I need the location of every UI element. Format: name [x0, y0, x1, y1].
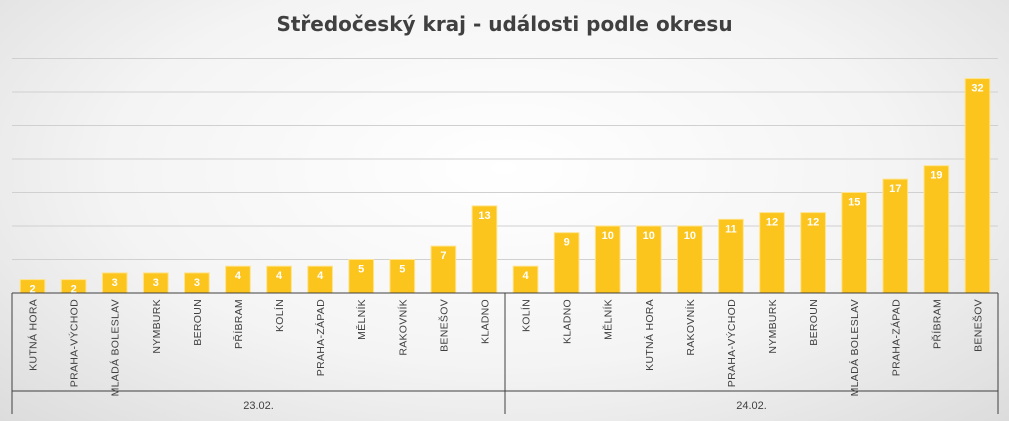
category-label: MĚLNÍK	[602, 299, 615, 340]
data-label: 15	[848, 197, 860, 209]
bar	[430, 245, 457, 294]
category-label: PRAHA-VÝCHOD	[68, 299, 81, 387]
category-label: NYMBURK	[151, 299, 163, 354]
category-label: KUTNÁ HORA	[27, 299, 40, 371]
category-label: KLADNO	[562, 299, 574, 344]
data-label: 12	[807, 217, 819, 229]
data-label: 9	[564, 237, 570, 249]
category-label: PŘÍBRAM	[232, 299, 245, 349]
bar	[841, 192, 868, 294]
bar	[348, 259, 375, 294]
bar	[225, 265, 251, 294]
data-label: 17	[889, 183, 901, 195]
bar	[718, 218, 744, 294]
category-label: MLADÁ BOLESLAV	[848, 299, 861, 396]
data-label: 4	[522, 270, 529, 282]
category-label: PRAHA-ZÁPAD	[314, 299, 327, 376]
bar	[923, 165, 950, 294]
data-label: 19	[930, 170, 942, 182]
data-label: 4	[235, 270, 242, 282]
category-label: KUTNÁ HORA	[643, 299, 656, 371]
data-label: 12	[766, 217, 778, 229]
data-label: 13	[478, 210, 490, 222]
category-label: PRAHA-ZÁPAD	[889, 299, 902, 376]
category-label: KLADNO	[479, 299, 491, 344]
bar	[759, 212, 785, 294]
bar	[964, 78, 991, 294]
category-label: KOLÍN	[273, 299, 286, 332]
bar	[471, 205, 498, 294]
data-label: 3	[153, 277, 159, 289]
data-label: 10	[643, 230, 655, 242]
category-label: NYMBURK	[767, 299, 779, 354]
category-label: RAKOVNÍK	[396, 299, 409, 356]
bar	[882, 178, 909, 294]
bar	[553, 232, 580, 294]
data-label: 10	[602, 230, 614, 242]
category-label: BENEŠOV	[971, 299, 984, 352]
category-label: PŘÍBRAM	[930, 299, 943, 349]
data-label: 11	[725, 223, 737, 235]
data-label: 5	[399, 264, 405, 276]
group-label: 23.02.	[243, 400, 274, 412]
category-label: BENEŠOV	[437, 299, 450, 352]
category-label: MLADÁ BOLESLAV	[109, 299, 122, 396]
data-label: 4	[276, 270, 283, 282]
data-label: 5	[358, 264, 364, 276]
category-label: RAKOVNÍK	[684, 299, 697, 356]
category-label: KOLÍN	[520, 299, 533, 332]
category-label: BEROUN	[192, 299, 204, 346]
data-label: 2	[29, 284, 35, 296]
bar	[800, 212, 826, 294]
data-label: 2	[71, 284, 77, 296]
data-label: 3	[194, 277, 200, 289]
category-label: PRAHA-VÝCHOD	[725, 299, 738, 387]
category-label: MĚLNÍK	[355, 299, 368, 340]
chart-title: Středočeský kraj - události podle okresu	[276, 12, 733, 36]
data-label: 10	[684, 230, 696, 242]
data-label: 3	[112, 277, 118, 289]
group-label: 24.02.	[736, 400, 767, 412]
data-label: 4	[317, 270, 324, 282]
data-label: 7	[440, 250, 446, 262]
data-label: 32	[971, 83, 983, 95]
category-label: BEROUN	[808, 299, 820, 346]
